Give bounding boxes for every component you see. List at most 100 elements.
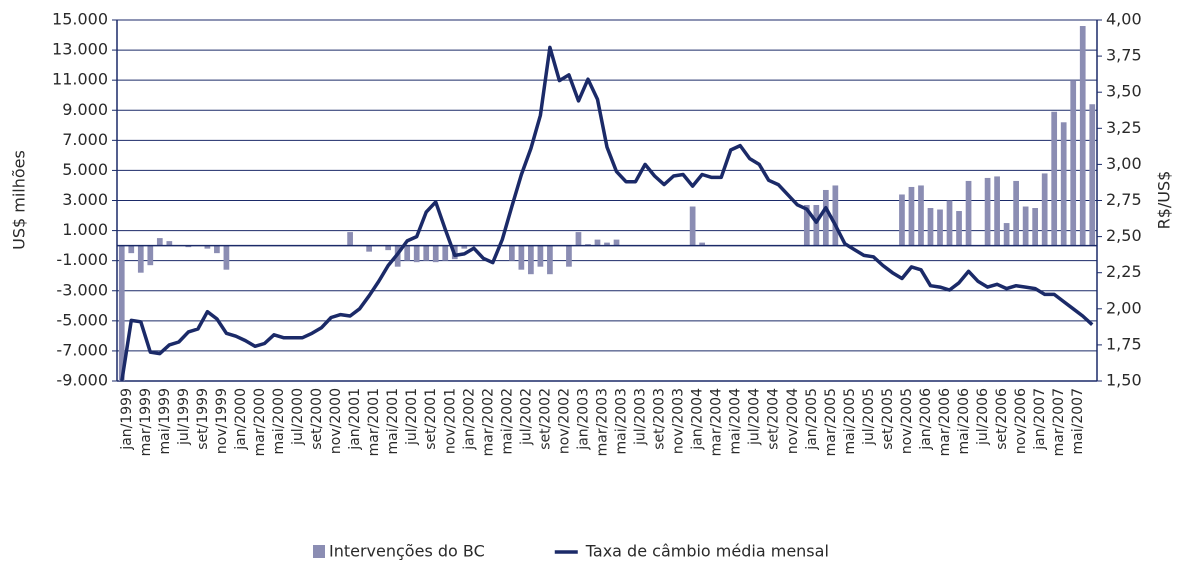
bar (214, 245, 220, 254)
y-tick-label: -1.000 (56, 250, 108, 269)
bar (1032, 208, 1039, 246)
x-tick-label: nov/2000 (328, 388, 344, 454)
legend-marker (313, 545, 325, 558)
x-tick-label: mar/2001 (366, 388, 382, 456)
x-tick-label: set/2004 (766, 388, 782, 450)
y-tick-label: 11.000 (52, 70, 108, 89)
y-tick-label: -9.000 (56, 371, 108, 390)
bar (575, 232, 582, 246)
x-tick-label: jul/2002 (518, 388, 534, 446)
x-tick-label: jan/2000 (233, 388, 249, 451)
y2-tick-label: 3,00 (1106, 154, 1142, 173)
bar (1013, 180, 1019, 246)
bar (461, 245, 468, 249)
y-tick-label: -3.000 (56, 280, 108, 299)
x-tick-label: jul/2004 (747, 388, 763, 446)
bar (432, 245, 439, 263)
x-tick-label: set/2000 (309, 388, 325, 450)
x-tick-label: jan/2006 (918, 388, 934, 451)
x-tick-label: nov/2003 (671, 388, 687, 454)
x-tick-label: mar/2000 (252, 388, 268, 456)
x-tick-label: jul/1999 (176, 388, 192, 446)
y2-tick-label: 2,75 (1106, 190, 1142, 209)
x-tick-label: jan/2004 (690, 388, 706, 451)
x-tick-label: mai/1999 (157, 388, 173, 454)
x-tick-label: set/2006 (994, 388, 1010, 450)
x-tick-label: nov/2006 (1013, 388, 1029, 454)
bar (908, 186, 915, 246)
bar (594, 239, 601, 246)
x-tick-label: mai/2005 (842, 388, 858, 454)
bar (822, 189, 829, 246)
bar (404, 245, 411, 261)
bar (528, 245, 534, 275)
bar (956, 211, 962, 246)
y2-tick-label: 3,25 (1106, 118, 1142, 137)
x-tick-label: mar/2002 (480, 388, 496, 456)
y2-tick-label: 2,00 (1106, 298, 1142, 317)
x-tick-label: mai/2007 (1070, 388, 1086, 454)
bar (166, 241, 173, 246)
y-tick-label: 3.000 (62, 190, 108, 209)
x-tick-label: nov/2005 (899, 388, 915, 454)
y-tick-label: 1.000 (62, 220, 108, 239)
y2-tick-label: 3,75 (1106, 46, 1142, 65)
x-tick-label: set/2002 (537, 388, 553, 450)
x-tick-label: mar/2007 (1051, 388, 1067, 456)
y2-tick-label: 4,00 (1106, 10, 1142, 29)
bar (185, 245, 192, 248)
y2-tick-label: 1,50 (1106, 371, 1142, 390)
bar (537, 245, 544, 267)
x-tick-label: nov/2001 (442, 388, 458, 454)
bar (832, 185, 839, 246)
bar (946, 200, 953, 246)
bar (385, 245, 392, 251)
y2-tick-label: 3,50 (1106, 82, 1142, 101)
bar (366, 245, 372, 252)
x-tick-label: jul/2005 (861, 388, 877, 446)
line (120, 45, 1094, 382)
y-tick-label: -7.000 (56, 340, 108, 359)
x-tick-label: mar/2003 (594, 388, 610, 456)
y2-tick-label: 1,75 (1106, 334, 1142, 353)
x-tick-label: nov/1999 (214, 388, 230, 454)
y-tick-label: 5.000 (62, 160, 108, 179)
x-tick-label: jan/2005 (804, 388, 820, 451)
y2-tick-label: 2,25 (1106, 262, 1142, 281)
bar (1003, 223, 1010, 246)
bar (918, 185, 924, 246)
y-tick-label: 13.000 (52, 40, 108, 59)
bar (813, 205, 820, 246)
x-tick-label: set/2003 (652, 388, 668, 450)
y-axis-title: US$ milhões (10, 150, 29, 250)
y-tick-label: 7.000 (62, 130, 108, 149)
legend-label: Taxa de câmbio média mensal (585, 542, 829, 561)
x-tick-label: mar/1999 (138, 388, 154, 456)
bar (547, 245, 553, 275)
bar (1070, 80, 1077, 246)
bar (585, 244, 591, 246)
bar (566, 245, 572, 267)
bar (965, 180, 972, 246)
bar (509, 245, 515, 261)
x-tick-label: set/2005 (880, 388, 896, 450)
bar (689, 206, 696, 246)
bar (137, 245, 144, 273)
bar (204, 245, 211, 249)
bar (1022, 206, 1029, 246)
bar (223, 245, 230, 270)
bar (937, 209, 943, 246)
bar (604, 242, 610, 246)
x-tick-label: mai/2001 (385, 388, 401, 454)
x-tick-label: mai/2002 (499, 388, 515, 454)
bar (413, 245, 420, 263)
y-tick-label: -5.000 (56, 310, 108, 329)
bar (423, 245, 430, 261)
bar (1089, 104, 1096, 246)
bar (518, 245, 525, 270)
bar (613, 239, 620, 246)
bar (118, 245, 125, 381)
bar (1041, 173, 1048, 246)
x-tick-label: jul/2001 (404, 388, 420, 446)
